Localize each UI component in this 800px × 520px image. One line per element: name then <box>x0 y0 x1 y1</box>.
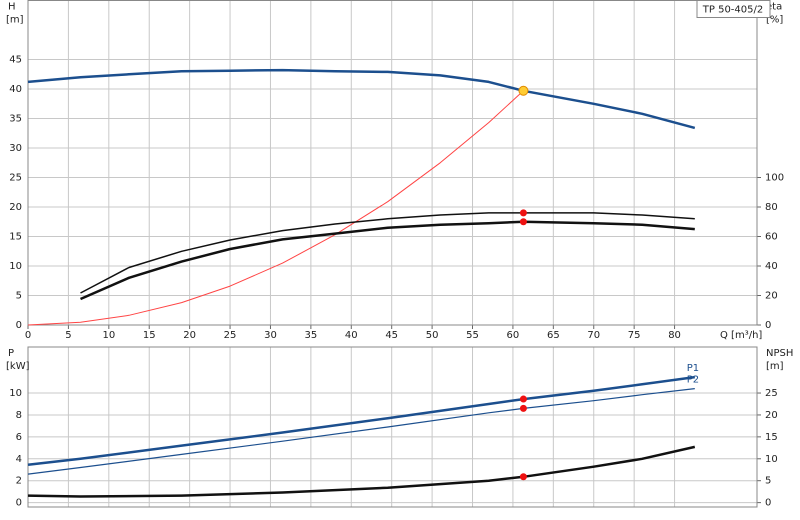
y2-axis-label: eta <box>766 2 782 13</box>
x-tick-label: 55 <box>466 330 479 341</box>
y-tick-label: 2 <box>16 476 22 487</box>
y2-tick-label: 0 <box>765 498 771 509</box>
y-tick-label: 40 <box>9 84 22 95</box>
y2-tick-label: 80 <box>765 202 778 213</box>
y-axis-label: P <box>8 348 14 359</box>
title-box <box>696 0 771 18</box>
x-tick-label: 40 <box>345 330 358 341</box>
y-tick-label: 45 <box>9 55 22 66</box>
curve <box>27 388 695 475</box>
point <box>519 218 527 226</box>
point <box>519 395 527 403</box>
x-tick-label: 80 <box>668 330 681 341</box>
curve <box>80 212 695 294</box>
y2-tick-label: 25 <box>765 388 778 399</box>
x-tick-label: 30 <box>264 330 277 341</box>
y2-axis-label: NPSH <box>766 348 793 359</box>
x-tick-label: 75 <box>628 330 641 341</box>
y-tick-label: 15 <box>9 232 22 243</box>
y-axis-unit: [m] <box>6 15 24 26</box>
y2-tick-label: 60 <box>765 232 778 243</box>
y2-axis-unit: [%] <box>766 15 783 26</box>
x-tick-label: 20 <box>183 330 196 341</box>
point <box>519 209 527 217</box>
x-tick-label: 50 <box>426 330 439 341</box>
y-tick-label: 10 <box>9 388 22 399</box>
x-tick-label: 25 <box>224 330 237 341</box>
y2-tick-label: 20 <box>765 410 778 421</box>
y2-tick-label: 100 <box>765 173 784 184</box>
point <box>519 473 527 481</box>
x-tick-label: 15 <box>143 330 156 341</box>
y-tick-label: 25 <box>9 173 22 184</box>
y2-axis-unit: [m] <box>766 361 784 372</box>
y-tick-label: 5 <box>16 291 22 302</box>
y-tick-label: 0 <box>16 498 22 509</box>
series-label: P2 <box>687 375 699 386</box>
y2-tick-label: 20 <box>765 291 778 302</box>
y-axis-label: H <box>8 2 16 13</box>
y-tick-label: 20 <box>9 202 22 213</box>
grid-layer: 0 5 10 15 20 25 30 35 40 45 50 55 60 65 70 75 8005101520… <box>6 0 793 509</box>
curve <box>27 375 695 467</box>
x-tick-label: 60 <box>507 330 520 341</box>
y-axis-unit: [kW] <box>6 361 30 372</box>
y2-tick-label: 0 <box>765 320 771 331</box>
chart-title: TP 50-405/2 <box>702 5 763 16</box>
y-tick-label: 4 <box>16 454 22 465</box>
x-tick-label: 70 <box>587 330 600 341</box>
curve <box>27 445 696 498</box>
curve <box>27 68 696 130</box>
y-tick-label: 30 <box>9 143 22 154</box>
x-tick-label: 45 <box>385 330 398 341</box>
x-tick-label: 0 <box>25 330 31 341</box>
x-tick-label: 10 <box>102 330 115 341</box>
y2-tick-label: 5 <box>765 476 771 487</box>
x-tick-label: 35 <box>305 330 318 341</box>
y-tick-label: 8 <box>16 410 22 421</box>
point <box>519 404 527 412</box>
y2-tick-label: 10 <box>765 454 778 465</box>
x-axis-label: Q [m³/h] <box>720 330 762 341</box>
y-tick-label: 35 <box>9 114 22 125</box>
x-tick-label: 65 <box>547 330 560 341</box>
series-label: P1 <box>687 363 699 374</box>
y2-tick-label: 40 <box>765 261 778 272</box>
point <box>518 85 529 96</box>
curve <box>27 90 524 326</box>
plot-frame <box>27 0 758 326</box>
y-tick-label: 6 <box>16 432 22 443</box>
y-tick-label: 10 <box>9 261 22 272</box>
y-tick-label: 0 <box>16 320 22 331</box>
plot-frame <box>27 346 758 508</box>
curve <box>79 220 695 301</box>
x-tick-label: 5 <box>65 330 71 341</box>
y2-tick-label: 15 <box>765 432 778 443</box>
